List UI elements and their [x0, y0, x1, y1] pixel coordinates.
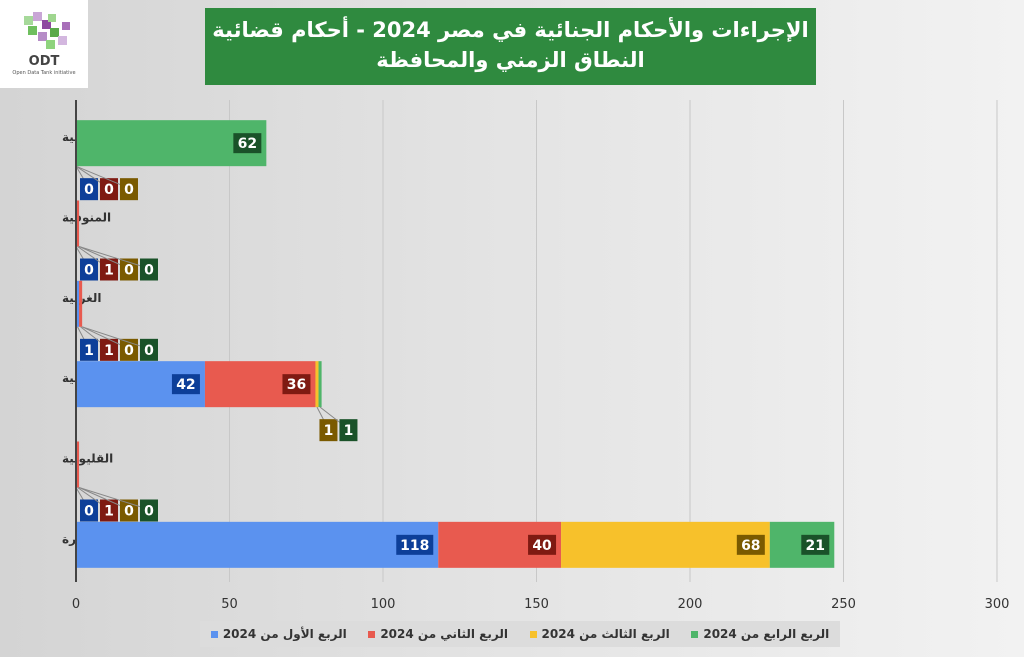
x-tick-label: 100	[371, 597, 396, 612]
x-tick-label: 250	[831, 597, 856, 612]
legend-item: الربع الرابع من 2024	[691, 627, 829, 641]
legend-label: الربع الثاني من 2024	[380, 627, 508, 641]
legend-swatch	[529, 630, 537, 638]
data-label-box	[100, 338, 118, 361]
x-tick-label: 300	[985, 597, 1010, 612]
category-label: القليوبية	[62, 452, 113, 467]
legend-swatch	[691, 630, 699, 638]
data-label: 36	[287, 377, 306, 393]
data-label-box	[140, 258, 158, 281]
legend-label: الربع الثالث من 2024	[541, 627, 670, 641]
data-label: 0	[124, 263, 134, 279]
data-label-box	[120, 178, 138, 201]
logo-subtitle: Open Data Tank initiative	[12, 70, 76, 76]
data-label: 0	[84, 504, 94, 520]
data-label-box	[120, 338, 138, 361]
data-label: 0	[144, 343, 154, 359]
legend: الربع الأول من 2024 الربع الثاني من 2024 ا…	[200, 621, 840, 647]
x-tick-label: 200	[678, 597, 703, 612]
leader-line	[78, 246, 150, 269]
data-label: 21	[806, 538, 825, 554]
leader-line	[78, 487, 150, 510]
data-label-box	[80, 499, 98, 522]
data-label-box	[528, 534, 557, 555]
bar-segment	[318, 361, 322, 408]
bar-segment	[76, 200, 80, 247]
x-tick-label: 50	[221, 597, 238, 612]
data-label: 1	[344, 423, 354, 439]
bar-segment	[315, 361, 319, 408]
legend-item: الربع الأول من 2024	[210, 627, 347, 641]
data-label: 1	[104, 504, 114, 520]
bar-segment	[76, 441, 80, 488]
data-label: 0	[144, 263, 154, 279]
bar-segment	[561, 521, 770, 568]
bar-segment	[76, 521, 439, 568]
odt-logo: ODT Open Data Tank initiative	[0, 0, 88, 88]
data-label: 0	[124, 504, 134, 520]
data-label: 0	[124, 343, 134, 359]
legend-swatch	[368, 630, 376, 638]
data-label-box	[282, 374, 311, 395]
chart-title: الإجراءات والأحكام الجنائية في مصر 2024 …	[212, 18, 809, 42]
data-label-box	[171, 374, 200, 395]
data-label: 0	[104, 182, 114, 198]
data-label-box	[100, 258, 118, 281]
data-label: 118	[400, 538, 429, 554]
data-label: 1	[84, 343, 94, 359]
data-label: 62	[238, 136, 257, 152]
data-label-box	[736, 534, 765, 555]
bar-segment	[76, 280, 80, 327]
data-label-box	[80, 338, 98, 361]
data-label: 68	[741, 538, 760, 554]
data-label-box	[80, 258, 98, 281]
data-label-box	[140, 338, 158, 361]
data-label-box	[80, 178, 98, 201]
data-label-box	[319, 419, 338, 442]
legend-label: الربع الرابع من 2024	[703, 627, 830, 641]
bar-chart: 050100150200250300الإسماعيلية62000المنوف…	[62, 100, 1010, 612]
data-label: 0	[124, 182, 134, 198]
bar-segment	[79, 280, 83, 327]
chart-title-box: الإجراءات والأحكام الجنائية في مصر 2024 …	[205, 8, 816, 85]
data-label-box	[100, 499, 118, 522]
x-tick-label: 0	[72, 597, 80, 612]
data-label-box	[396, 534, 434, 555]
data-label: 1	[104, 343, 114, 359]
data-label: 0	[84, 182, 94, 198]
data-label-box	[801, 534, 830, 555]
logo-text: ODT	[28, 54, 60, 69]
legend-swatch	[210, 630, 218, 638]
data-label-box	[100, 178, 118, 201]
logo-cubes-icon	[24, 12, 70, 49]
data-label: 42	[176, 377, 195, 393]
x-tick-label: 150	[524, 597, 549, 612]
leader-line	[81, 326, 150, 350]
data-label: 40	[532, 538, 552, 554]
data-label-box	[140, 499, 158, 522]
data-label: 1	[324, 423, 334, 439]
data-label-box	[339, 419, 358, 442]
category-label: المنوفية	[62, 211, 111, 226]
data-label-box	[233, 133, 262, 154]
data-label: 0	[144, 504, 154, 520]
legend-item: الربع الثاني من 2024	[368, 627, 508, 641]
data-label: 0	[84, 263, 94, 279]
legend-item: الربع الثالث من 2024	[529, 627, 670, 641]
chart-subtitle: النطاق الزمني والمحافظة	[376, 48, 645, 72]
data-label: 1	[104, 263, 114, 279]
legend-label: الربع الأول من 2024	[222, 627, 347, 641]
